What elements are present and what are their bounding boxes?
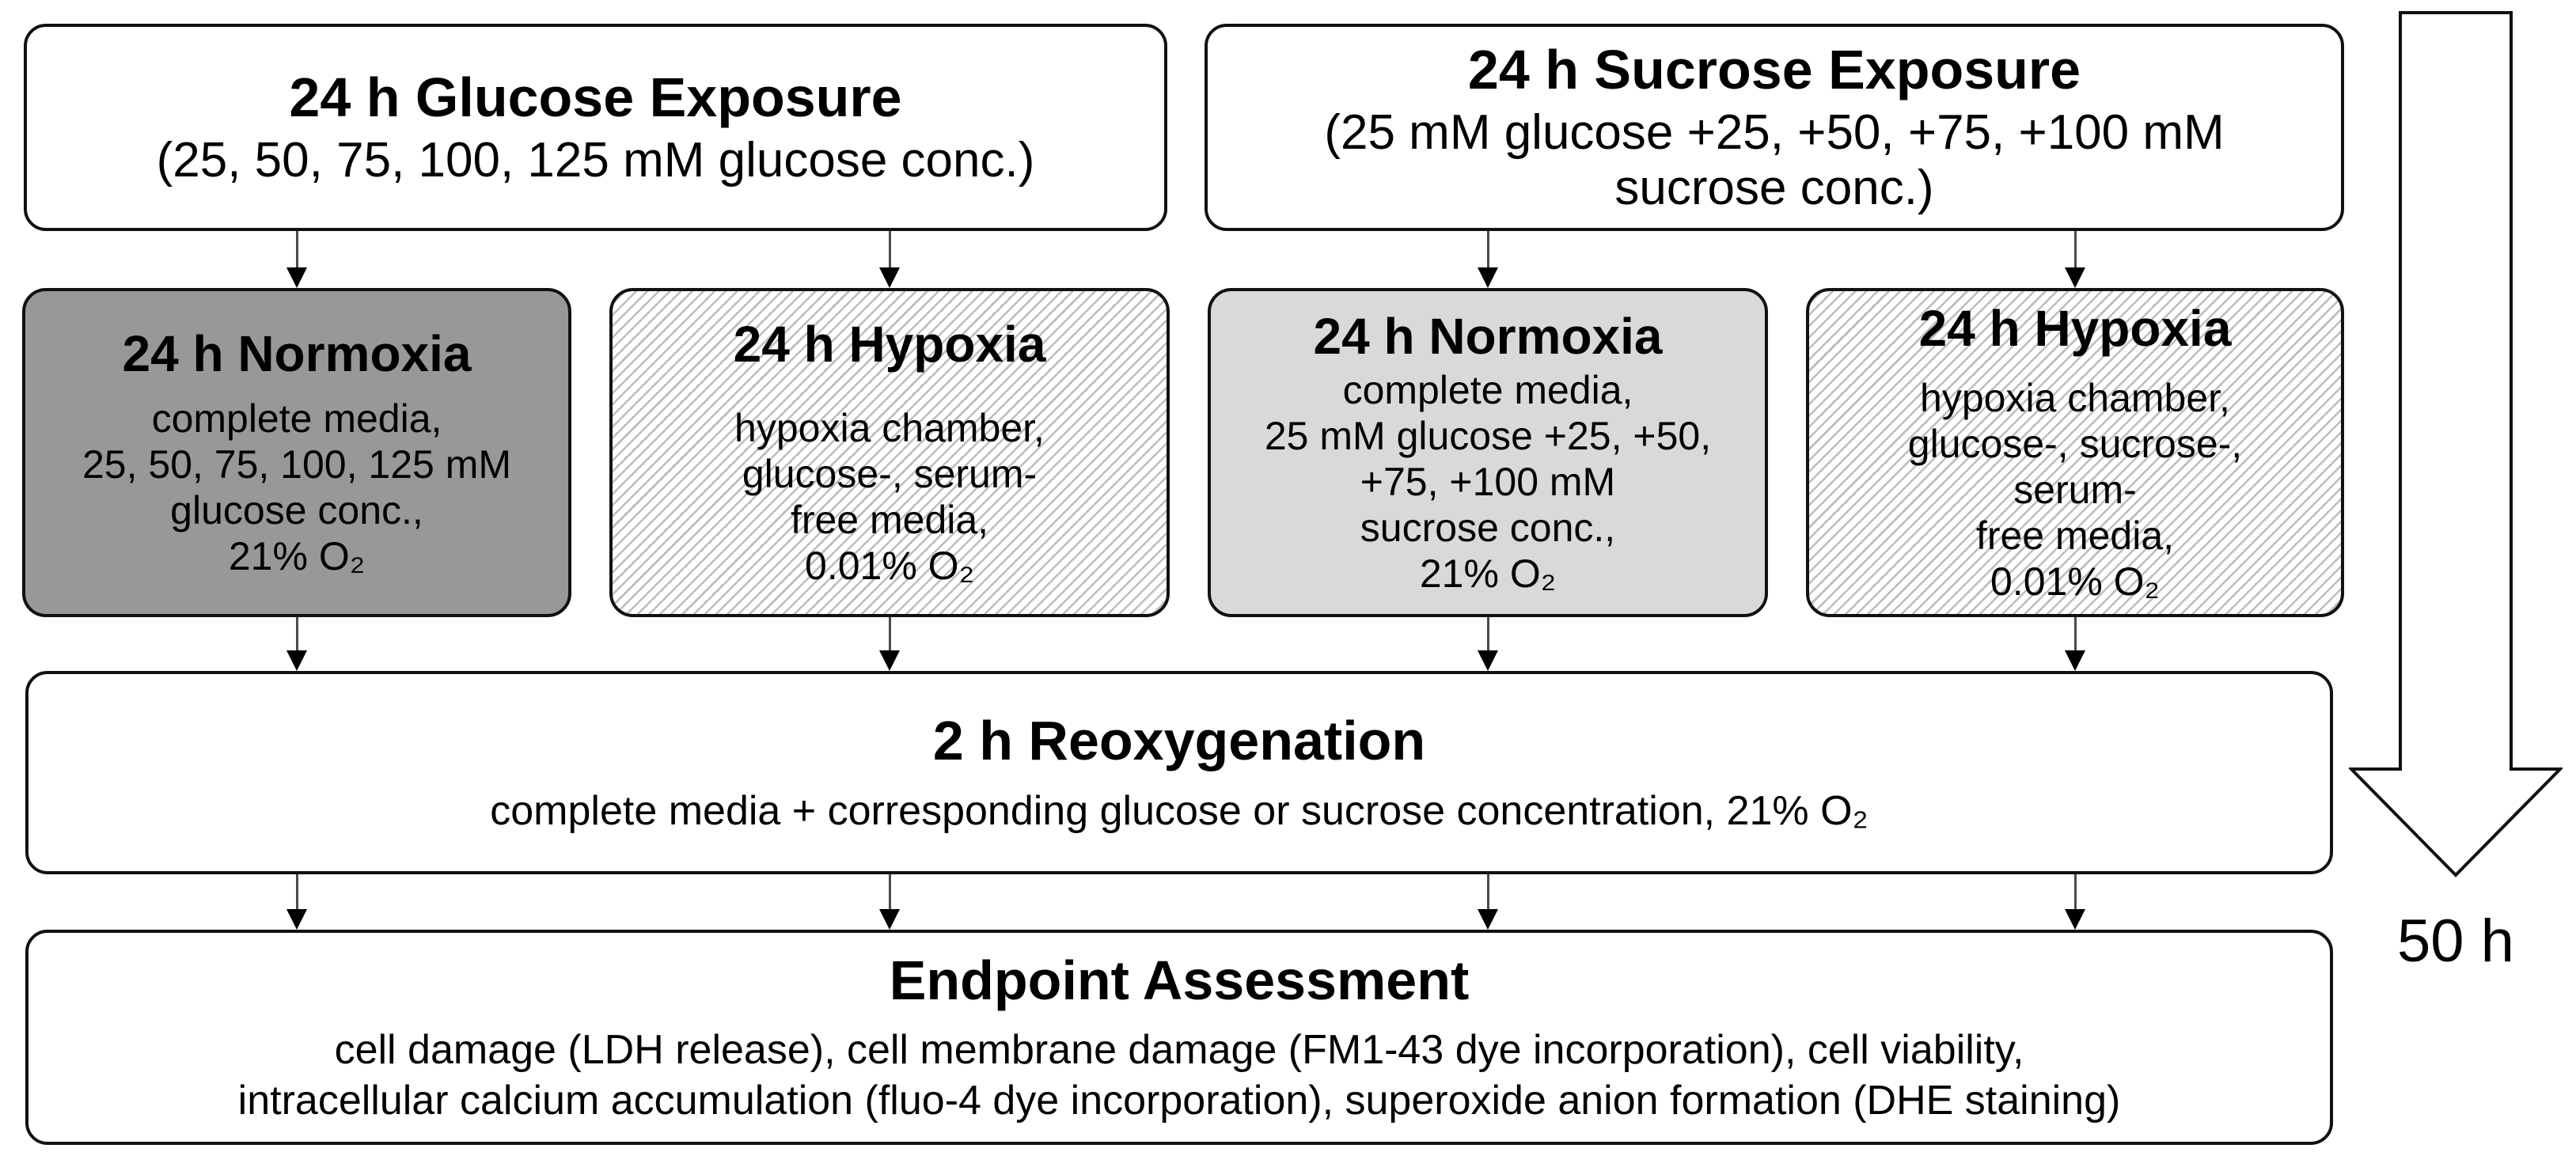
normoxia-sucrose-title: 24 h Normoxia xyxy=(1313,307,1663,365)
endpoint-assessment-body: cell damage (LDH release), cell membrane… xyxy=(237,1027,2121,1124)
reoxygenation-title: 2 h Reoxygenation xyxy=(932,710,1426,772)
sucrose-exposure-subtitle: (25 mM glucose +25, +50, +75, +100 mM su… xyxy=(1324,104,2225,216)
box-hypoxia-glucose: 24 h Hypoxia hypoxia chamber, glucose-, … xyxy=(609,288,1170,617)
box-normoxia-sucrose: 24 h Normoxia complete media, 25 mM gluc… xyxy=(1208,288,1768,617)
reoxygenation-body: complete media + corresponding glucose o… xyxy=(490,787,1868,834)
endpoint-assessment-title: Endpoint Assessment xyxy=(889,949,1470,1011)
hypoxia-glucose-body: hypoxia chamber, glucose-, serum- free m… xyxy=(734,406,1045,589)
box-normoxia-glucose: 24 h Normoxia complete media, 25, 50, 75… xyxy=(22,288,571,617)
sucrose-exposure-title: 24 h Sucrose Exposure xyxy=(1467,39,2081,101)
normoxia-glucose-body: complete media, 25, 50, 75, 100, 125 mM … xyxy=(82,396,512,579)
box-hypoxia-sucrose: 24 h Hypoxia hypoxia chamber, glucose-, … xyxy=(1806,288,2344,617)
timeline-arrow xyxy=(2349,11,2563,877)
box-glucose-exposure: 24 h Glucose Exposure (25, 50, 75, 100, … xyxy=(24,24,1167,231)
hypoxia-glucose-title: 24 h Hypoxia xyxy=(733,315,1046,373)
glucose-exposure-subtitle: (25, 50, 75, 100, 125 mM glucose conc.) xyxy=(156,132,1035,188)
hypoxia-sucrose-body: hypoxia chamber, glucose-, sucrose-, ser… xyxy=(1907,376,2243,604)
box-sucrose-exposure: 24 h Sucrose Exposure (25 mM glucose +25… xyxy=(1205,24,2344,231)
glucose-exposure-title: 24 h Glucose Exposure xyxy=(289,66,902,129)
normoxia-sucrose-body: complete media, 25 mM glucose +25, +50, … xyxy=(1264,368,1712,597)
timeline-label: 50 h xyxy=(2397,908,2514,975)
box-endpoint-assessment: Endpoint Assessment cell damage (LDH rel… xyxy=(25,930,2333,1145)
normoxia-glucose-title: 24 h Normoxia xyxy=(122,324,472,382)
timeline-arrow-shape xyxy=(2349,11,2563,877)
hypoxia-sucrose-title: 24 h Hypoxia xyxy=(1918,299,2232,357)
box-reoxygenation: 2 h Reoxygenation complete media + corre… xyxy=(25,671,2333,874)
